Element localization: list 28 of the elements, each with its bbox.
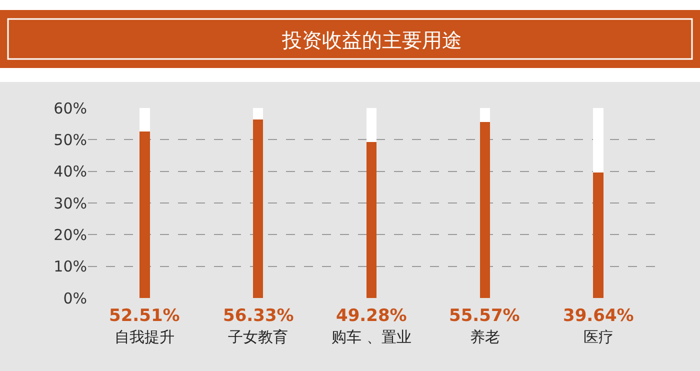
- y-tick-label: 10%: [54, 258, 87, 276]
- x-tick-label: 养老: [470, 328, 500, 346]
- chart-title: 投资收益的主要用途: [281, 28, 462, 52]
- bar: [253, 108, 264, 120]
- x-tick-label: 医疗: [583, 328, 614, 346]
- y-tick-label: 0%: [63, 289, 87, 308]
- bar: [480, 122, 490, 298]
- y-tick-label: 40%: [54, 162, 87, 181]
- bar: [140, 108, 150, 132]
- bar: [593, 172, 604, 298]
- y-tick-label: 60%: [54, 99, 87, 118]
- data-label: 52.51%: [109, 306, 180, 326]
- bar: [253, 120, 264, 298]
- bar: [480, 108, 490, 122]
- y-tick-label: 20%: [54, 226, 87, 244]
- y-tick-label: 50%: [54, 130, 87, 149]
- data-label: 55.57%: [449, 306, 520, 326]
- data-label: 56.33%: [223, 306, 294, 326]
- bar: [366, 142, 377, 298]
- data-label: 39.64%: [563, 306, 634, 326]
- x-tick-label: 子女教育: [228, 328, 288, 346]
- bar: [593, 108, 604, 172]
- y-tick-label: 30%: [54, 194, 87, 212]
- bar: [366, 108, 377, 142]
- data-label: 49.28%: [336, 306, 407, 326]
- x-tick-label: 自我提升: [114, 328, 175, 346]
- x-tick-label: 购车 、置业: [332, 328, 412, 346]
- bar: [140, 132, 150, 298]
